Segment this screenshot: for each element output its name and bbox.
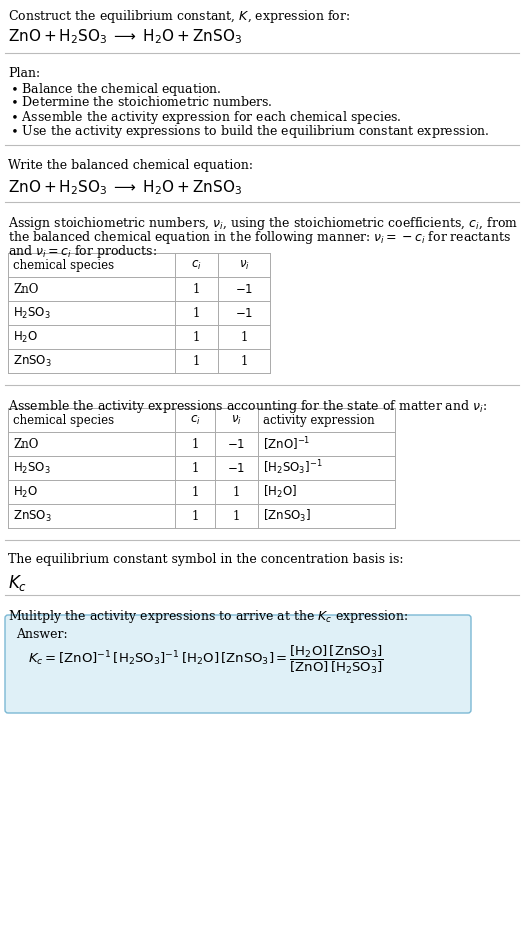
Text: $-1$: $-1$ xyxy=(235,307,253,320)
Text: $\mathrm{H_2O}$: $\mathrm{H_2O}$ xyxy=(13,484,38,499)
Text: $c_i$: $c_i$ xyxy=(190,414,200,426)
Text: Plan:: Plan: xyxy=(8,67,40,80)
Text: the balanced chemical equation in the following manner: $\nu_i = -c_i$ for react: the balanced chemical equation in the fo… xyxy=(8,229,511,246)
Text: $-1$: $-1$ xyxy=(227,461,246,474)
Text: 1: 1 xyxy=(191,437,199,451)
Text: $-1$: $-1$ xyxy=(227,437,246,451)
Text: 1: 1 xyxy=(241,355,248,367)
Text: $[\mathrm{H_2SO_3}]^{-1}$: $[\mathrm{H_2SO_3}]^{-1}$ xyxy=(263,458,323,477)
Text: $-1$: $-1$ xyxy=(235,283,253,295)
Text: $\mathrm{H_2SO_3}$: $\mathrm{H_2SO_3}$ xyxy=(13,306,51,321)
Text: ZnO: ZnO xyxy=(13,437,38,451)
Text: 1: 1 xyxy=(233,510,240,523)
Text: $\mathrm{ZnSO_3}$: $\mathrm{ZnSO_3}$ xyxy=(13,353,52,368)
Text: $[\mathrm{ZnSO_3}]$: $[\mathrm{ZnSO_3}]$ xyxy=(263,508,311,524)
Text: 1: 1 xyxy=(193,283,200,295)
Text: $\mathrm{H_2SO_3}$: $\mathrm{H_2SO_3}$ xyxy=(13,460,51,475)
Text: chemical species: chemical species xyxy=(13,258,114,271)
Text: $\mathrm{ZnO + H_2SO_3 \;\longrightarrow\; H_2O + ZnSO_3}$: $\mathrm{ZnO + H_2SO_3 \;\longrightarrow… xyxy=(8,27,242,46)
Text: $\mathrm{H_2O}$: $\mathrm{H_2O}$ xyxy=(13,329,38,344)
Text: 1: 1 xyxy=(191,486,199,498)
Text: $[\mathrm{H_2O}]$: $[\mathrm{H_2O}]$ xyxy=(263,484,297,500)
Text: 1: 1 xyxy=(193,330,200,344)
Text: chemical species: chemical species xyxy=(13,414,114,426)
Text: $K_c$: $K_c$ xyxy=(8,573,27,593)
Text: $[\mathrm{ZnO}]^{-1}$: $[\mathrm{ZnO}]^{-1}$ xyxy=(263,436,310,453)
Text: 1: 1 xyxy=(191,461,199,474)
Text: Assemble the activity expressions accounting for the state of matter and $\nu_i$: Assemble the activity expressions accoun… xyxy=(8,398,487,415)
Text: ZnO: ZnO xyxy=(13,283,38,295)
Text: $\bullet$ Balance the chemical equation.: $\bullet$ Balance the chemical equation. xyxy=(10,81,222,98)
Text: activity expression: activity expression xyxy=(263,414,375,426)
Text: $\bullet$ Assemble the activity expression for each chemical species.: $\bullet$ Assemble the activity expressi… xyxy=(10,109,401,126)
Text: $\bullet$ Determine the stoichiometric numbers.: $\bullet$ Determine the stoichiometric n… xyxy=(10,95,272,109)
Text: Construct the equilibrium constant, $K$, expression for:: Construct the equilibrium constant, $K$,… xyxy=(8,8,350,25)
Text: 1: 1 xyxy=(241,330,248,344)
Text: Answer:: Answer: xyxy=(16,628,68,641)
Text: $\nu_i$: $\nu_i$ xyxy=(238,258,249,271)
Text: 1: 1 xyxy=(191,510,199,523)
Text: 1: 1 xyxy=(193,307,200,320)
Text: The equilibrium constant symbol in the concentration basis is:: The equilibrium constant symbol in the c… xyxy=(8,553,403,566)
Text: $\mathrm{ZnSO_3}$: $\mathrm{ZnSO_3}$ xyxy=(13,509,52,524)
Text: $\mathrm{ZnO + H_2SO_3 \;\longrightarrow\; H_2O + ZnSO_3}$: $\mathrm{ZnO + H_2SO_3 \;\longrightarrow… xyxy=(8,178,242,196)
FancyBboxPatch shape xyxy=(5,615,471,713)
Text: 1: 1 xyxy=(233,486,240,498)
Text: $\nu_i$: $\nu_i$ xyxy=(231,414,242,426)
Text: 1: 1 xyxy=(193,355,200,367)
Text: $c_i$: $c_i$ xyxy=(191,258,202,271)
Text: $K_c = [\mathrm{ZnO}]^{-1}\,[\mathrm{H_2SO_3}]^{-1}\,[\mathrm{H_2O}]\,[\mathrm{Z: $K_c = [\mathrm{ZnO}]^{-1}\,[\mathrm{H_2… xyxy=(28,643,384,676)
Text: $\bullet$ Use the activity expressions to build the equilibrium constant express: $\bullet$ Use the activity expressions t… xyxy=(10,123,489,140)
Text: Mulitply the activity expressions to arrive at the $K_c$ expression:: Mulitply the activity expressions to arr… xyxy=(8,608,408,625)
Text: Write the balanced chemical equation:: Write the balanced chemical equation: xyxy=(8,159,253,172)
Text: Assign stoichiometric numbers, $\nu_i$, using the stoichiometric coefficients, $: Assign stoichiometric numbers, $\nu_i$, … xyxy=(8,215,518,232)
Text: and $\nu_i = c_i$ for products:: and $\nu_i = c_i$ for products: xyxy=(8,243,157,260)
